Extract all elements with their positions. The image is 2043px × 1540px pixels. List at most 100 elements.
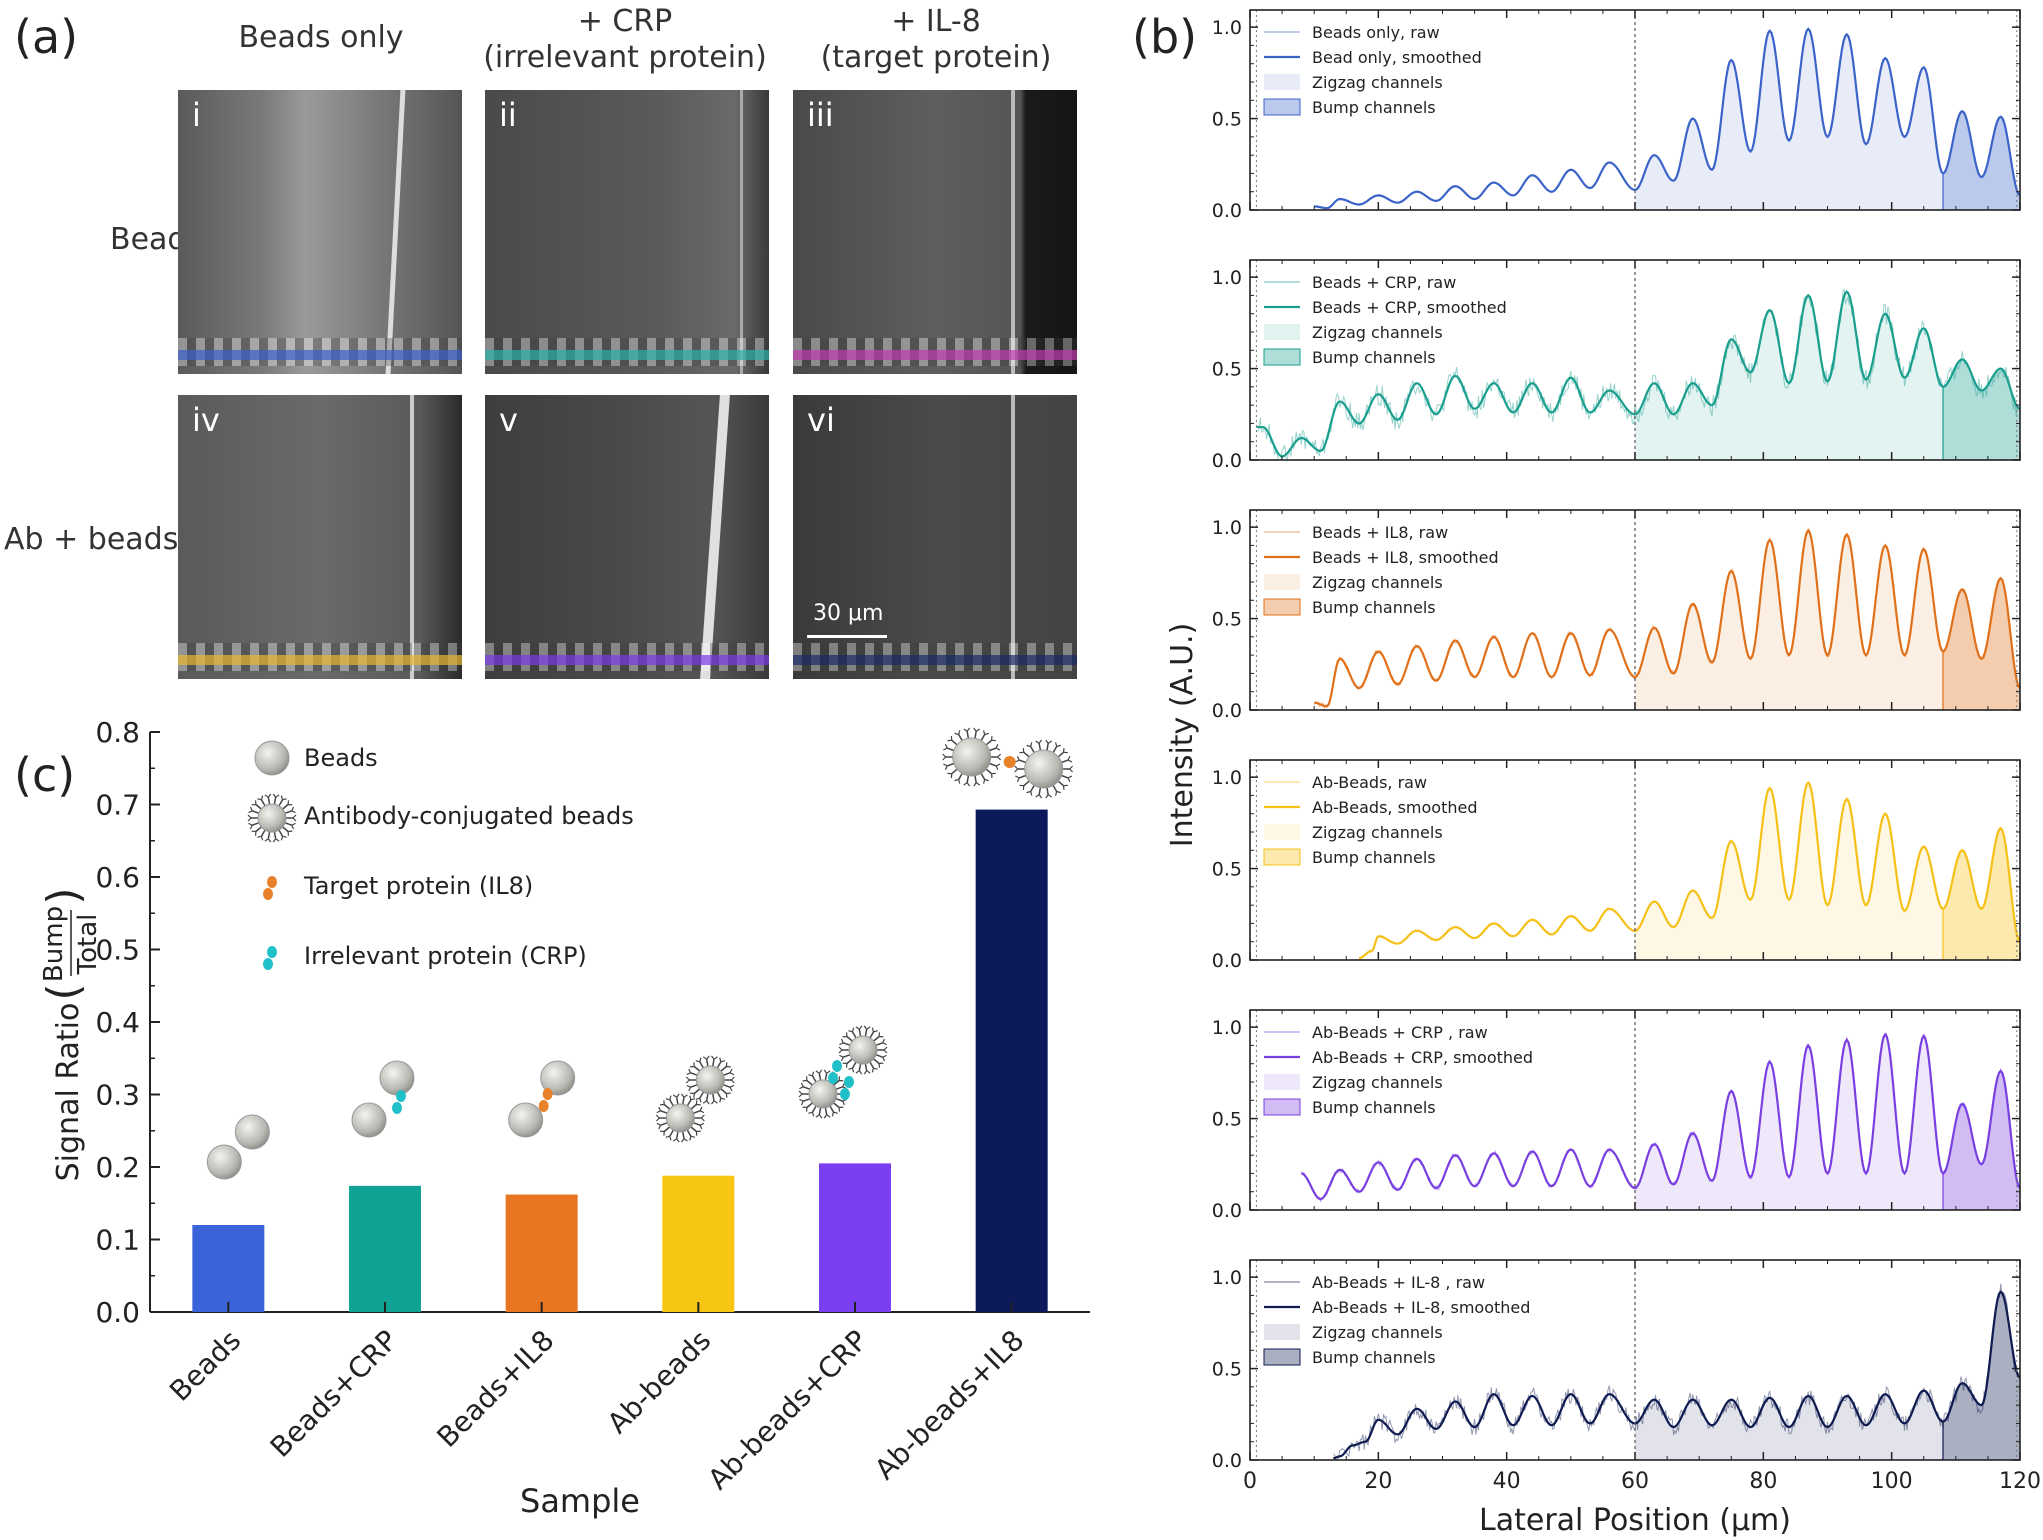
antibody [866,1070,871,1074]
bead-icon [234,1114,270,1150]
antibody [686,1084,691,1088]
antibody [866,1026,871,1030]
antibody [699,1110,705,1114]
antibody [1045,739,1049,744]
antibody [1026,744,1031,748]
antibody [275,838,280,842]
antibody [690,1126,697,1133]
antibody [800,1100,804,1106]
antibody [803,1098,811,1102]
antibody [1069,765,1074,770]
legend-swatch-zigzag [1264,824,1300,840]
antibody-bead-icon [685,1055,735,1105]
antibody [656,1122,661,1126]
antibody [942,753,947,758]
antibody [1067,777,1071,782]
antibody [260,836,264,841]
antibody [280,795,284,800]
antibody [835,1086,843,1090]
antibody [291,824,295,830]
bump-region [1943,111,2020,210]
antibody [823,1114,828,1119]
panel-label-a: (a) [14,10,79,64]
stripe [485,655,769,665]
antibody [1052,785,1058,792]
antibody [693,1110,701,1114]
antibody [1056,790,1061,794]
antibody [699,1091,704,1099]
y-tick-label: 1.0 [1212,1017,1242,1039]
antibody [273,797,277,805]
antibody [723,1084,731,1088]
antibody [1016,756,1020,761]
antibody [958,730,961,735]
antibody [682,1131,685,1139]
legend-label: Ab-Beads + CRP , raw [1312,1023,1488,1042]
bump-region [1943,828,2020,960]
bead-core [848,1035,878,1065]
antibody [712,1093,715,1101]
antibody [272,793,277,798]
x-tick-label: 100 [1871,1469,1913,1494]
antibody [838,1046,843,1051]
antibody [833,1102,840,1109]
bead-icon [206,1144,242,1180]
legend-swatch-bump [1263,98,1301,116]
antibody [1067,775,1073,779]
x-tick-label: Beads+CRP [264,1324,404,1464]
legend-label: Ab-Beads + CRP, smoothed [1312,1048,1533,1067]
column-header-beads-only: Beads only [238,20,404,55]
antibody [660,1122,668,1126]
antibody [798,1090,803,1095]
legend-swatch-bump [1263,1098,1301,1116]
legend-label: Bump channels [1312,848,1436,867]
legend-label: Bead only, smoothed [1312,48,1482,67]
bead-icon [540,1060,576,1096]
y-tick-label: 0.0 [1212,700,1242,722]
bead-icon [379,1060,415,1096]
antibody [958,773,963,780]
bead-stream [410,395,414,679]
antibody [660,1110,668,1114]
antibody [284,810,292,814]
antibody [815,1114,820,1118]
antibody [873,1030,878,1033]
antibody [711,1055,715,1060]
antibody [720,1065,727,1072]
antibody [946,762,955,767]
antibody [260,799,266,807]
y-axis-label-group: Signal Ratio (Bump Total) [38,887,103,1181]
legend-label: Bump channels [1312,1098,1436,1117]
bead-core [1024,749,1064,789]
antibody-bead-icon [247,793,297,843]
antibody [803,1086,811,1090]
antibody [658,1124,662,1130]
antibody [291,822,296,826]
antibody [963,728,968,732]
x-axis-label: Lateral Position (μm) [1479,1503,1791,1538]
antibody [973,782,977,787]
antibody [683,1094,688,1098]
antibody [672,1138,678,1142]
antibody [843,1042,851,1046]
bar-beads-il8 [505,1194,578,1312]
antibody [267,831,271,839]
target-protein-icon [1003,756,1016,768]
zigzag-region [1635,28,1943,210]
legend-label: Bump channels [1312,598,1436,617]
antibody [997,753,1002,758]
irrelevant-protein-icon [844,1076,854,1088]
target-protein-icon [542,1088,553,1100]
antibody [997,756,1002,761]
antibody [260,795,264,800]
antibody [871,1027,875,1032]
bead-stream [1011,90,1015,374]
antibody [954,778,959,782]
antibody [665,1135,670,1138]
target-protein-icon [267,876,277,888]
smoothed-line [1314,528,2021,708]
antibody [946,747,955,752]
bump-region [1943,359,2020,460]
antibody [882,1054,887,1058]
antibody [942,756,947,761]
